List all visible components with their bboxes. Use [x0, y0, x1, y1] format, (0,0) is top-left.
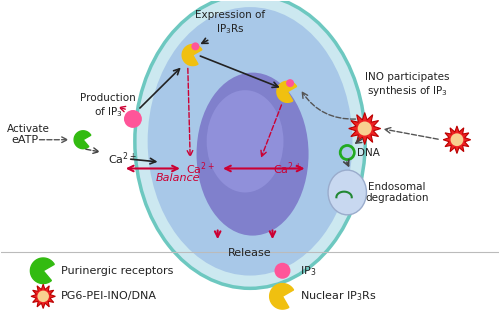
Text: PG6-PEI-INO/DNA: PG6-PEI-INO/DNA [60, 291, 156, 301]
Polygon shape [30, 258, 54, 283]
Ellipse shape [38, 291, 49, 302]
Polygon shape [182, 45, 202, 65]
Text: Ca$^{2+}$: Ca$^{2+}$ [108, 151, 137, 167]
Ellipse shape [206, 90, 284, 193]
Ellipse shape [196, 73, 308, 236]
Polygon shape [74, 131, 91, 149]
Text: Release: Release [228, 248, 272, 258]
Ellipse shape [124, 110, 142, 128]
Text: Expression of
IP$_3$Rs: Expression of IP$_3$Rs [195, 10, 265, 36]
Polygon shape [348, 113, 380, 144]
Ellipse shape [286, 79, 294, 87]
Ellipse shape [192, 42, 200, 50]
Text: Nuclear IP$_3$Rs: Nuclear IP$_3$Rs [300, 290, 376, 303]
Polygon shape [31, 284, 56, 308]
Text: Balance: Balance [156, 173, 200, 183]
Ellipse shape [148, 7, 352, 275]
Text: Purinergic receptors: Purinergic receptors [60, 266, 173, 276]
Ellipse shape [135, 0, 366, 288]
Text: DNA: DNA [357, 148, 380, 158]
Text: Ca$^{2+}$: Ca$^{2+}$ [186, 160, 214, 177]
Text: Production
of IP$_3$: Production of IP$_3$ [80, 93, 136, 119]
Ellipse shape [450, 133, 464, 146]
Polygon shape [270, 283, 293, 309]
Text: INO participates
synthesis of IP$_3$: INO participates synthesis of IP$_3$ [365, 73, 450, 99]
Text: IP$_3$: IP$_3$ [300, 264, 316, 278]
Polygon shape [443, 126, 470, 153]
Ellipse shape [274, 263, 290, 279]
Text: Endosomal
degradation: Endosomal degradation [366, 182, 429, 203]
Text: eATP: eATP [12, 135, 39, 145]
Ellipse shape [328, 170, 366, 215]
Ellipse shape [358, 122, 372, 135]
Polygon shape [277, 81, 296, 102]
Text: Ca$^{2+}$: Ca$^{2+}$ [273, 160, 302, 177]
Text: Activate: Activate [7, 124, 50, 134]
